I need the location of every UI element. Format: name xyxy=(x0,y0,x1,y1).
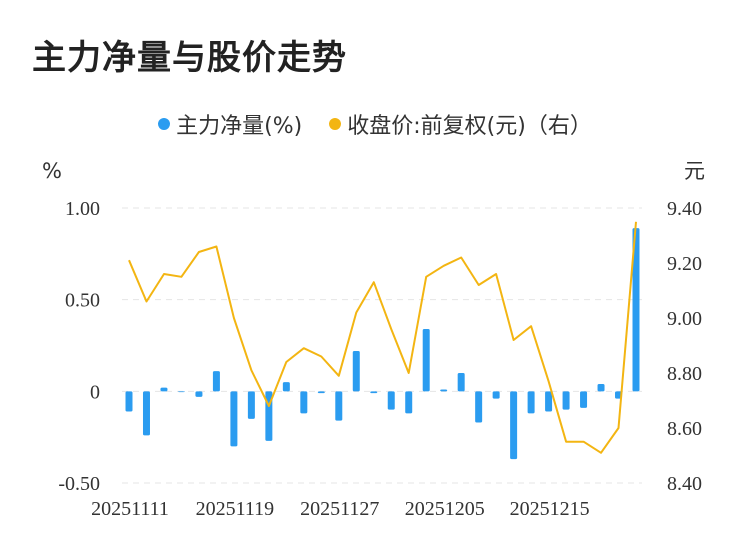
bar-mark[interactable] xyxy=(545,391,553,412)
legend-label-line: 收盘价:前复权(元)（右） xyxy=(347,114,592,139)
bar-mark[interactable] xyxy=(632,228,640,392)
left-tick-label: -0.50 xyxy=(58,473,100,495)
bar-mark[interactable] xyxy=(212,371,220,392)
bar-mark[interactable] xyxy=(422,329,430,392)
bar-mark[interactable] xyxy=(475,391,483,423)
bar-mark[interactable] xyxy=(230,391,238,447)
x-tick-label: 20251127 xyxy=(300,498,379,520)
bar-mark[interactable] xyxy=(142,391,150,436)
left-tick-label: 0 xyxy=(90,381,100,403)
bar-mark[interactable] xyxy=(160,387,168,392)
line-series xyxy=(128,221,637,454)
left-tick-label: 1.00 xyxy=(65,198,100,220)
right-tick-label: 8.80 xyxy=(667,363,702,385)
bar-mark[interactable] xyxy=(387,391,395,410)
bar-mark[interactable] xyxy=(317,391,325,394)
bar-mark[interactable] xyxy=(282,382,290,392)
right-axis-unit: 元 xyxy=(684,159,705,183)
grid-lines xyxy=(122,207,642,484)
bar-mark[interactable] xyxy=(492,391,500,399)
legend-label-bar: 主力净量(%) xyxy=(176,114,303,139)
bar-mark[interactable] xyxy=(510,391,518,460)
bar-mark[interactable] xyxy=(457,373,465,392)
bar-mark[interactable] xyxy=(370,391,378,394)
left-axis-unit: % xyxy=(42,159,62,183)
bar-mark[interactable] xyxy=(195,391,203,397)
bar-mark[interactable] xyxy=(597,384,605,392)
price-line[interactable] xyxy=(128,221,637,454)
right-tick-label: 9.00 xyxy=(667,308,702,330)
legend-item-line[interactable]: 收盘价:前复权(元)（右） xyxy=(329,108,592,140)
right-tick-label: 9.20 xyxy=(667,253,702,275)
bar-mark[interactable] xyxy=(247,391,255,419)
bar-mark[interactable] xyxy=(352,351,360,392)
legend-dot-bar-icon xyxy=(158,118,171,130)
legend-item-bar[interactable]: 主力净量(%) xyxy=(158,108,302,140)
bar-mark[interactable] xyxy=(125,391,133,412)
x-axis-ticks: 20251111 20251119 20251127 20251205 20251215 xyxy=(91,498,589,520)
bar-series xyxy=(125,228,640,460)
x-tick-label: 20251205 xyxy=(405,498,485,520)
chart-title: 主力净量与股价走势 xyxy=(32,38,347,78)
bar-mark[interactable] xyxy=(440,389,448,392)
bar-mark[interactable] xyxy=(335,391,343,421)
right-tick-label: 8.40 xyxy=(667,473,702,495)
right-tick-label: 9.40 xyxy=(667,198,702,220)
legend: 主力净量(%) 收盘价:前复权(元)（右） xyxy=(0,108,750,140)
bar-mark[interactable] xyxy=(177,391,185,393)
x-tick-label: 20251119 xyxy=(196,498,275,520)
right-tick-label: 8.60 xyxy=(667,418,702,440)
bar-mark[interactable] xyxy=(405,391,413,414)
right-axis-ticks: 9.40 9.20 9.00 8.80 8.60 8.40 xyxy=(667,198,702,495)
x-tick-label: 20251111 xyxy=(91,498,169,520)
bar-mark[interactable] xyxy=(300,391,308,414)
bar-mark[interactable] xyxy=(562,391,570,410)
x-tick-label: 20251215 xyxy=(510,498,590,520)
bar-mark[interactable] xyxy=(580,391,588,408)
legend-dot-line-icon xyxy=(329,118,342,130)
bar-mark[interactable] xyxy=(527,391,535,414)
left-tick-label: 0.50 xyxy=(65,290,100,312)
left-axis-ticks: 1.00 0.50 0 -0.50 xyxy=(58,198,100,495)
